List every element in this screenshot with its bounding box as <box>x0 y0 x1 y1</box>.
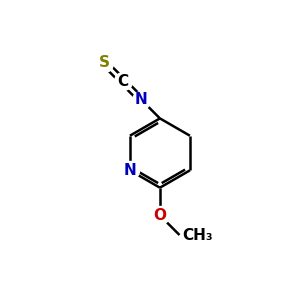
Text: N: N <box>135 92 148 107</box>
Text: CH₃: CH₃ <box>183 227 213 242</box>
Text: O: O <box>153 208 167 223</box>
Text: S: S <box>99 56 110 70</box>
Text: C: C <box>117 74 128 89</box>
Text: N: N <box>124 163 136 178</box>
